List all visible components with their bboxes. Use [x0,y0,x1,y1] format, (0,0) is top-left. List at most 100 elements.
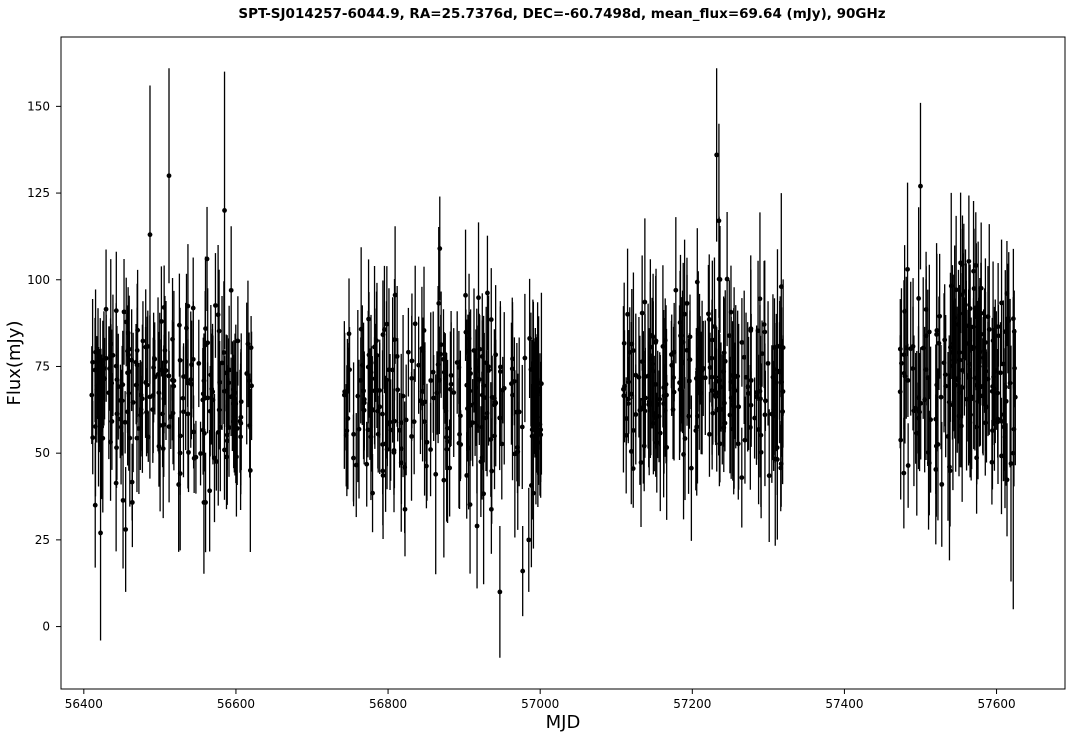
data-marker [488,506,494,512]
data-marker [364,461,370,467]
data-marker [369,406,375,412]
data-marker [465,406,470,412]
data-point [247,388,253,552]
data-point [147,85,153,384]
data-marker [221,350,227,355]
data-marker [125,409,131,415]
data-point [529,383,535,489]
data-marker [905,266,910,272]
data-point [491,329,497,468]
data-point [706,264,711,363]
data-point [177,397,183,475]
data-marker [706,316,712,322]
data-point [905,182,910,357]
data-marker [728,395,734,401]
data-point [244,302,250,445]
data-marker [244,371,250,376]
data-marker [485,290,490,296]
data-marker [361,388,366,394]
data-marker [437,246,443,251]
data-point [202,291,208,399]
data-marker [428,447,433,452]
data-marker [382,327,387,332]
data-point [183,302,189,451]
data-marker [155,371,161,377]
data-point [238,349,244,486]
data-point [645,303,651,449]
data-marker [204,256,210,262]
data-marker [996,333,1001,339]
data-marker [653,338,659,344]
data-marker [409,375,415,381]
data-marker [162,348,168,353]
data-marker [695,413,700,419]
data-marker [215,312,221,318]
chart-title: SPT-SJ014257-6044.9, RA=25.7376d, DEC=-6… [238,6,885,22]
data-point [114,347,120,480]
data-marker [441,477,447,483]
data-marker [355,393,361,399]
data-marker [103,306,109,312]
data-marker [922,397,928,403]
data-point [198,421,203,486]
data-point [953,215,959,364]
data-marker [222,208,227,213]
data-marker [384,321,390,327]
data-marker [992,368,998,374]
data-point [718,342,724,432]
data-marker [757,296,763,302]
data-marker [176,322,182,328]
data-marker [762,398,768,404]
data-marker [522,355,528,361]
data-point [189,329,194,440]
data-point [213,253,218,358]
data-point [196,319,202,408]
data-marker [908,346,914,352]
data-marker [436,300,442,306]
data-point [464,432,470,519]
data-point [663,305,669,464]
data-marker [190,356,196,362]
data-point [918,347,924,460]
data-marker [1003,398,1009,404]
data-marker [761,322,767,327]
data-point [166,68,172,284]
data-marker [642,299,648,305]
data-marker [497,589,503,595]
data-marker [663,381,669,387]
data-marker [623,416,629,421]
data-point [155,297,161,452]
data-marker [438,351,444,357]
data-point [98,425,103,641]
data-marker [736,404,742,410]
data-point [905,423,911,508]
data-marker [716,218,722,224]
data-marker [1011,426,1017,432]
data-point [938,345,944,450]
data-marker [392,337,397,343]
data-point [1003,316,1009,486]
data-point [368,373,374,501]
data-point [728,316,734,479]
data-point [127,332,132,411]
data-point [344,338,350,445]
data-point [1001,382,1007,471]
data-point [653,268,659,414]
data-marker [966,258,972,264]
data-point [748,313,754,447]
data-marker [129,500,135,505]
data-marker [127,369,132,375]
data-marker [216,328,222,334]
data-point [372,266,377,428]
data-point [948,272,953,422]
data-marker [411,419,417,425]
data-marker [942,372,948,378]
data-marker [478,459,484,465]
data-point [382,265,387,394]
data-marker [412,321,418,327]
data-marker [498,364,503,370]
data-point [478,406,484,518]
data-point [486,295,491,446]
data-point [538,387,544,483]
data-point [926,264,932,400]
